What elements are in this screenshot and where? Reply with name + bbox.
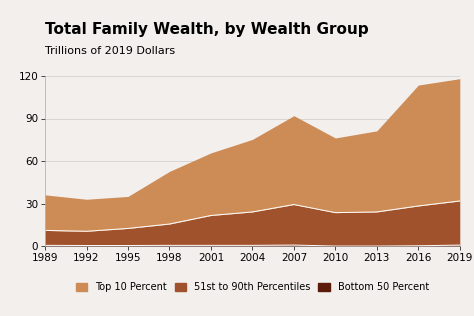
- Text: Total Family Wealth, by Wealth Group: Total Family Wealth, by Wealth Group: [45, 22, 369, 37]
- Text: Trillions of 2019 Dollars: Trillions of 2019 Dollars: [45, 46, 175, 56]
- Legend: Top 10 Percent, 51st to 90th Percentiles, Bottom 50 Percent: Top 10 Percent, 51st to 90th Percentiles…: [76, 282, 429, 292]
